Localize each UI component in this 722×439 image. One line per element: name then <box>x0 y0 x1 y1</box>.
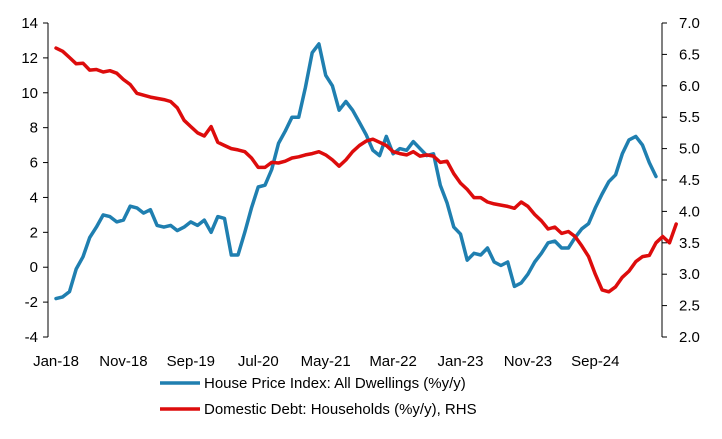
y-axis-right-tick-label: 6.0 <box>679 78 700 95</box>
y-axis-right-tick-label: 4.0 <box>679 203 700 220</box>
y-axis-left-tick-label: 12 <box>21 50 38 67</box>
x-axis-tick-label: Sep-24 <box>571 353 619 370</box>
series-lines <box>54 42 678 301</box>
x-axis-tick-label: Jul-20 <box>238 353 279 370</box>
x-axis-tick-label: Nov-18 <box>99 353 147 370</box>
y-axis-right-tick-label: 4.5 <box>679 172 700 189</box>
y-axis-right-tick-label: 6.5 <box>679 46 700 63</box>
y-axis-left-tick-label: 4 <box>30 189 38 206</box>
series-line-house-price-index <box>54 42 658 301</box>
y-axis-right-tick-label: 3.5 <box>679 235 700 252</box>
x-axis-tick-label: Mar-22 <box>369 353 417 370</box>
legend-label: Domestic Debt: Households (%y/y), RHS <box>204 401 477 418</box>
y-axis-left-tick-label: 8 <box>30 120 38 137</box>
y-axis-left-tick-label: 10 <box>21 85 38 102</box>
legend-label: House Price Index: All Dwellings (%y/y) <box>204 375 466 392</box>
series-line-household-debt <box>54 46 678 294</box>
y-axis-right-tick-label: 7.0 <box>679 15 700 32</box>
x-axis-tick-label: Nov-23 <box>504 353 552 370</box>
y-axis-right-tick-label: 5.5 <box>679 109 700 126</box>
x-axis-tick-label: Jan-23 <box>438 353 484 370</box>
y-axis-left-tick-label: 2 <box>30 224 38 241</box>
y-axis-left-tick-label: -2 <box>25 294 38 311</box>
y-axis-right-tick-label: 2.5 <box>679 298 700 315</box>
x-axis-tick-label: Jan-18 <box>33 353 79 370</box>
x-axis-tick-label: Sep-19 <box>167 353 215 370</box>
legend: House Price Index: All Dwellings (%y/y) D… <box>160 375 477 418</box>
y-axis-left-tick-label: 6 <box>30 155 38 172</box>
x-axis-tick-label: May-21 <box>301 353 351 370</box>
y-axis-left-tick-label: 14 <box>21 15 38 32</box>
y-axis-left-tick-label: -4 <box>25 329 38 346</box>
y-axis-right-tick-label: 2.0 <box>679 329 700 346</box>
y-axis-right-tick-label: 5.0 <box>679 141 700 158</box>
y-axis-right-tick-label: 3.0 <box>679 266 700 283</box>
y-axis-left-tick-label: 0 <box>30 259 38 276</box>
axes: -4 -2 0 2 4 6 8 10 12 14 2.0 2.5 3.0 3.5 4.0 4.5 5.0 5.5 6… <box>21 15 700 370</box>
